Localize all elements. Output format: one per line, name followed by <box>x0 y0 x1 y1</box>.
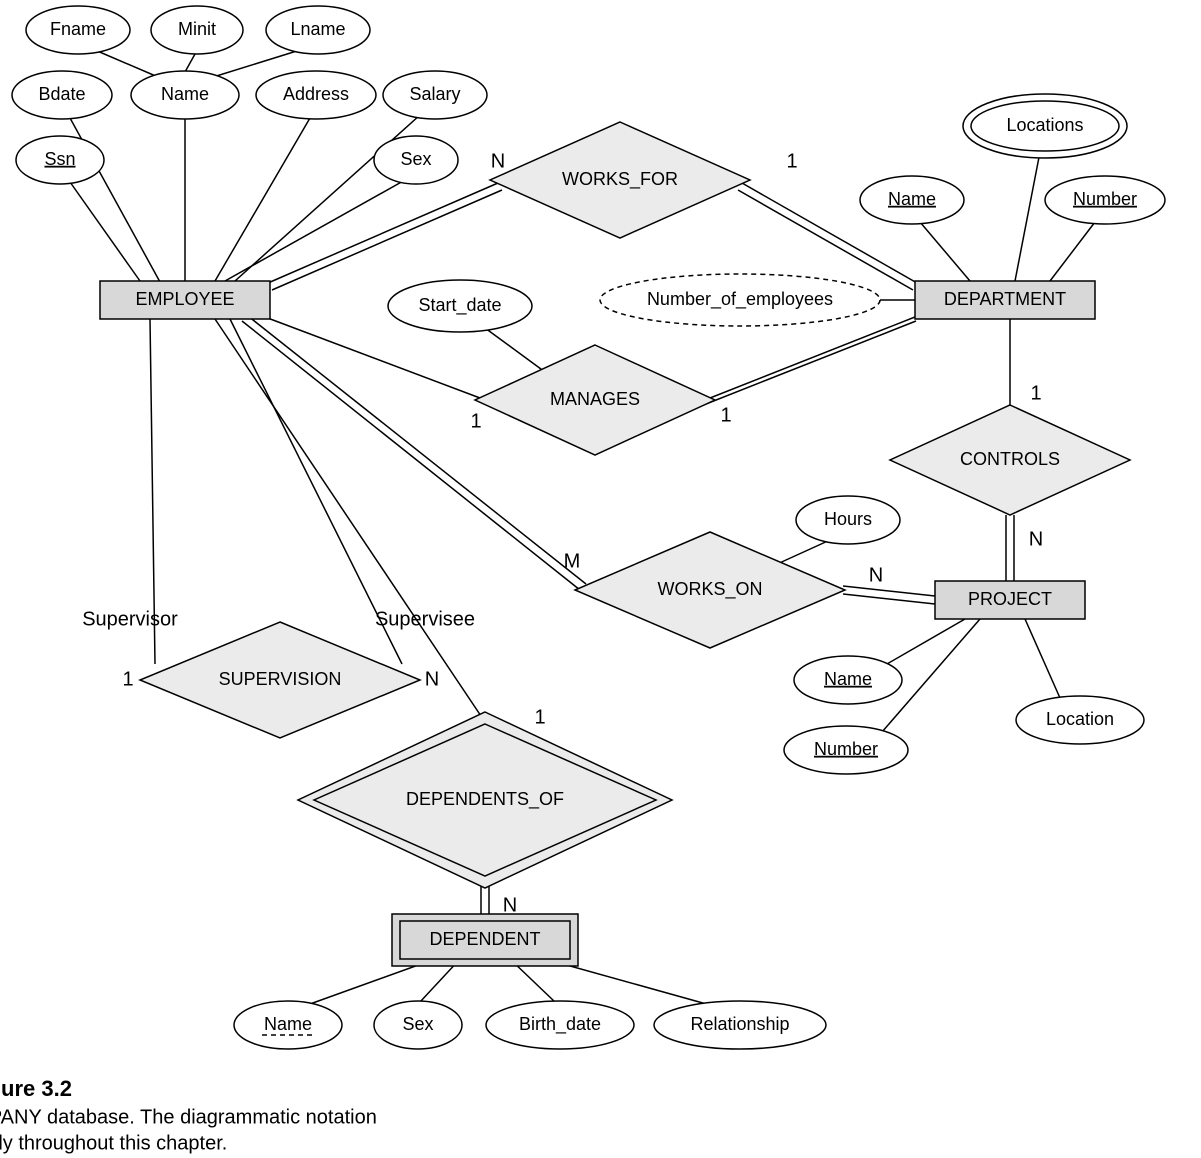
card-wo-emp: M <box>564 550 581 572</box>
attr-location-proj: Location <box>1046 709 1114 729</box>
role-supervisor: Supervisor <box>82 608 178 630</box>
attr-sex-emp: Sex <box>400 149 431 169</box>
attr-name-proj: Name <box>824 669 872 689</box>
relationships: WORKS_FOR MANAGES CONTROLS WORKS_ON SUPE… <box>140 122 1130 888</box>
caption-title: Figure 3.2 <box>0 1076 72 1101</box>
figure-caption: Figure 3.2 An ER schema diagram for the … <box>0 1076 377 1154</box>
card-depof-emp: 1 <box>534 706 545 728</box>
card-wf-emp: N <box>491 150 505 172</box>
entity-project: PROJECT <box>968 589 1052 609</box>
attr-number-dept: Number <box>1073 189 1137 209</box>
rel-manages: MANAGES <box>550 389 640 409</box>
attr-sex-dep: Sex <box>402 1014 433 1034</box>
entity-dependent: DEPENDENT <box>429 929 540 949</box>
attr-fname: Fname <box>50 19 106 39</box>
card-wo-proj: N <box>869 564 883 586</box>
role-supervisee: Supervisee <box>375 608 475 630</box>
card-mg-dept: 1 <box>720 404 731 426</box>
card-wf-dept: 1 <box>786 150 797 172</box>
attr-hours: Hours <box>824 509 872 529</box>
rel-works-for: WORKS_FOR <box>562 169 678 190</box>
attr-bdate: Bdate <box>38 84 85 104</box>
attr-num-employees: Number_of_employees <box>647 289 833 310</box>
card-ctrl-dept: 1 <box>1030 382 1041 404</box>
attr-relationship: Relationship <box>690 1014 789 1034</box>
rel-dependents-of: DEPENDENTS_OF <box>406 789 564 810</box>
entity-employee: EMPLOYEE <box>135 289 234 309</box>
rel-works-on: WORKS_ON <box>657 579 762 600</box>
card-ctrl-proj: N <box>1029 528 1043 550</box>
attr-ssn: Ssn <box>44 149 75 169</box>
attr-lname: Lname <box>290 19 345 39</box>
card-depof-dep: N <box>503 894 517 916</box>
attr-name-dept: Name <box>888 189 936 209</box>
attr-name-dep: Name <box>264 1014 312 1034</box>
rel-controls: CONTROLS <box>960 449 1060 469</box>
card-mg-emp: 1 <box>470 410 481 432</box>
attr-salary: Salary <box>409 84 460 104</box>
er-diagram: Fname Minit Lname Bdate Name Address Sal… <box>0 0 1201 1158</box>
attr-start-date: Start_date <box>418 295 501 316</box>
card-sup-right: N <box>425 668 439 690</box>
attr-minit: Minit <box>178 19 216 39</box>
entity-department: DEPARTMENT <box>944 289 1066 309</box>
rel-supervision: SUPERVISION <box>219 669 342 689</box>
attr-locations: Locations <box>1006 115 1083 135</box>
attr-birth-date: Birth_date <box>519 1014 601 1035</box>
card-sup-left: 1 <box>122 668 133 690</box>
caption-line1: An ER schema diagram for the COMPANY dat… <box>0 1106 377 1128</box>
attr-name-emp: Name <box>161 84 209 104</box>
caption-line2: is introduced gradually throughout this … <box>0 1132 227 1154</box>
attr-number-proj: Number <box>814 739 878 759</box>
attr-address: Address <box>283 84 349 104</box>
